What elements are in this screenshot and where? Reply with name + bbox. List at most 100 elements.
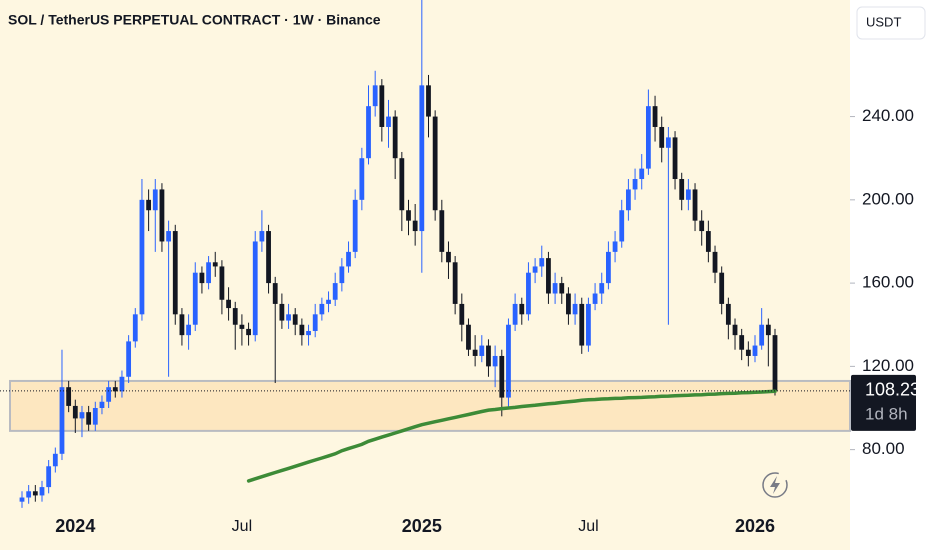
candle-body [439, 210, 445, 252]
chart-title: SOL / TetherUS PERPETUAL CONTRACT · 1W ·… [8, 12, 381, 28]
x-tick-label: Jul [232, 518, 252, 535]
candle-body [39, 487, 45, 496]
candle-body [586, 303, 591, 346]
candle-body [286, 314, 291, 321]
candle-body [452, 262, 458, 304]
candle-body [239, 324, 245, 329]
y-tick-label: 120.00 [862, 356, 914, 375]
candle-body [199, 272, 205, 284]
candle-body [99, 401, 105, 408]
candle-body [386, 116, 391, 127]
candle-body [705, 231, 711, 252]
candle-body [632, 179, 638, 190]
candle-body [152, 189, 158, 211]
candle-body [566, 293, 571, 315]
candle-body [46, 466, 52, 488]
y-tick-label: 200.00 [862, 189, 914, 208]
candle-body [745, 349, 751, 356]
candle-body [319, 303, 325, 315]
candle-body [219, 266, 225, 300]
candle-body [579, 303, 585, 346]
last-price-label: 108.23 [865, 380, 920, 400]
candle-body [246, 328, 251, 336]
candle-body [739, 335, 745, 350]
candle-body [559, 283, 565, 294]
candle-body [119, 376, 125, 392]
candle-body [52, 453, 58, 467]
candle-body [306, 330, 311, 336]
candle-body [432, 116, 438, 211]
candle-body [192, 272, 198, 325]
candle-body [759, 324, 765, 346]
currency-button[interactable] [856, 6, 926, 40]
candle-body [179, 314, 185, 336]
candle-body [299, 324, 305, 336]
candle-body [19, 497, 25, 502]
candle-body [606, 251, 611, 284]
candle-body [79, 412, 85, 419]
candle-body [712, 251, 718, 273]
candle-body [526, 272, 531, 315]
candle-body [166, 231, 172, 242]
candle-body [459, 303, 465, 325]
candle-body [126, 341, 132, 377]
candle-body [446, 251, 451, 263]
candle-body [66, 387, 72, 406]
y-tick-label: 160.00 [862, 273, 914, 292]
candle-body [639, 168, 645, 180]
candle-body [679, 179, 685, 200]
candle-body [486, 345, 491, 367]
candle-body [599, 283, 605, 294]
candle-body [492, 355, 498, 367]
candle-body [645, 106, 651, 169]
candle-body [392, 116, 398, 159]
candle-body [665, 137, 671, 148]
currency-label: USDT [866, 14, 901, 29]
candle-body [659, 126, 665, 148]
candle-body [106, 387, 112, 402]
candle-body [379, 85, 385, 127]
last-price-box [851, 374, 916, 431]
lightning-icon[interactable] [762, 472, 788, 498]
x-tick-label: Jul [578, 518, 598, 535]
candle-body [612, 241, 618, 252]
candle-body [472, 349, 478, 356]
candle-body [272, 283, 278, 304]
countdown-label: 1d 8h [865, 404, 908, 423]
candle-body [732, 324, 738, 336]
candle-body [332, 283, 338, 300]
x-tick-label: 2025 [402, 516, 442, 536]
candle-body [92, 408, 98, 425]
candle-body [172, 231, 178, 315]
candle-body [619, 210, 625, 242]
candle-body [532, 266, 538, 273]
candle-body [692, 189, 698, 221]
candle-body [32, 491, 38, 496]
candle-body [326, 299, 331, 304]
candle-body [266, 231, 271, 284]
y-tick-label: 80.00 [862, 439, 905, 458]
candle-body [292, 314, 298, 325]
candle-body [132, 314, 138, 342]
candle-body [372, 85, 378, 107]
candle-body [232, 308, 238, 325]
moving-average [246, 389, 777, 483]
candle-body [366, 106, 371, 159]
candle-body [506, 324, 511, 398]
candle-body [752, 345, 758, 356]
candle-body [112, 387, 118, 392]
candle-body [352, 199, 358, 252]
candle-body [26, 491, 32, 498]
candle-body [86, 412, 92, 425]
candle-body [466, 324, 471, 350]
candle-body [186, 324, 191, 336]
candle-body [359, 158, 365, 200]
candle-body [512, 303, 518, 325]
candle-body [772, 335, 778, 391]
candle-body [672, 137, 678, 180]
candle-body [406, 210, 411, 221]
candle-body [346, 251, 351, 267]
candle-body [206, 262, 211, 284]
candle-body [479, 345, 485, 356]
